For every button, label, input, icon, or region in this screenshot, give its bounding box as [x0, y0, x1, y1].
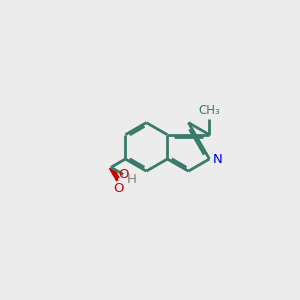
Text: CH₃: CH₃ — [199, 104, 220, 117]
Text: O: O — [113, 182, 124, 195]
Text: H: H — [126, 172, 136, 186]
Text: O: O — [118, 168, 129, 181]
Text: N: N — [213, 152, 223, 166]
